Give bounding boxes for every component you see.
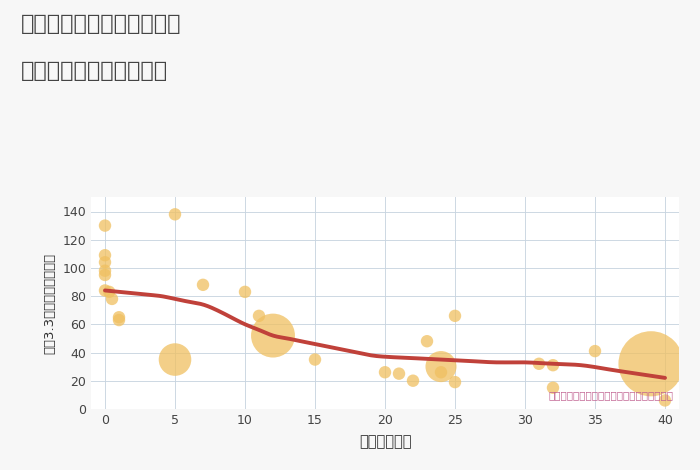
Point: [393, 370, 405, 377]
Point: [99, 271, 111, 279]
Point: [113, 316, 125, 324]
Point: [99, 267, 111, 274]
Point: [99, 251, 111, 259]
Point: [253, 312, 265, 320]
Point: [169, 211, 181, 218]
Point: [435, 363, 447, 370]
Point: [99, 222, 111, 229]
Point: [309, 356, 321, 363]
Point: [435, 368, 447, 376]
Y-axis label: 坪（3.3㎡）単価（万円）: 坪（3.3㎡）単価（万円）: [43, 252, 57, 354]
Point: [533, 360, 545, 368]
Point: [113, 313, 125, 321]
Point: [267, 332, 279, 339]
Point: [104, 288, 115, 296]
Point: [407, 377, 419, 384]
Point: [169, 356, 181, 363]
Point: [197, 281, 209, 289]
Point: [99, 287, 111, 294]
Text: 築年数別中古戸建て価格: 築年数別中古戸建て価格: [21, 61, 168, 81]
Point: [99, 258, 111, 266]
Point: [239, 288, 251, 296]
Point: [645, 360, 657, 368]
X-axis label: 築年数（年）: 築年数（年）: [358, 434, 412, 449]
Point: [106, 295, 118, 303]
Point: [547, 384, 559, 392]
Point: [589, 347, 601, 355]
Text: 兵庫県姫路市安富町名坂の: 兵庫県姫路市安富町名坂の: [21, 14, 181, 34]
Point: [659, 397, 671, 404]
Point: [421, 337, 433, 345]
Point: [379, 368, 391, 376]
Text: 円の大きさは、取引のあった物件面積を示す: 円の大きさは、取引のあった物件面積を示す: [548, 391, 673, 400]
Point: [449, 378, 461, 386]
Point: [547, 361, 559, 369]
Point: [449, 312, 461, 320]
